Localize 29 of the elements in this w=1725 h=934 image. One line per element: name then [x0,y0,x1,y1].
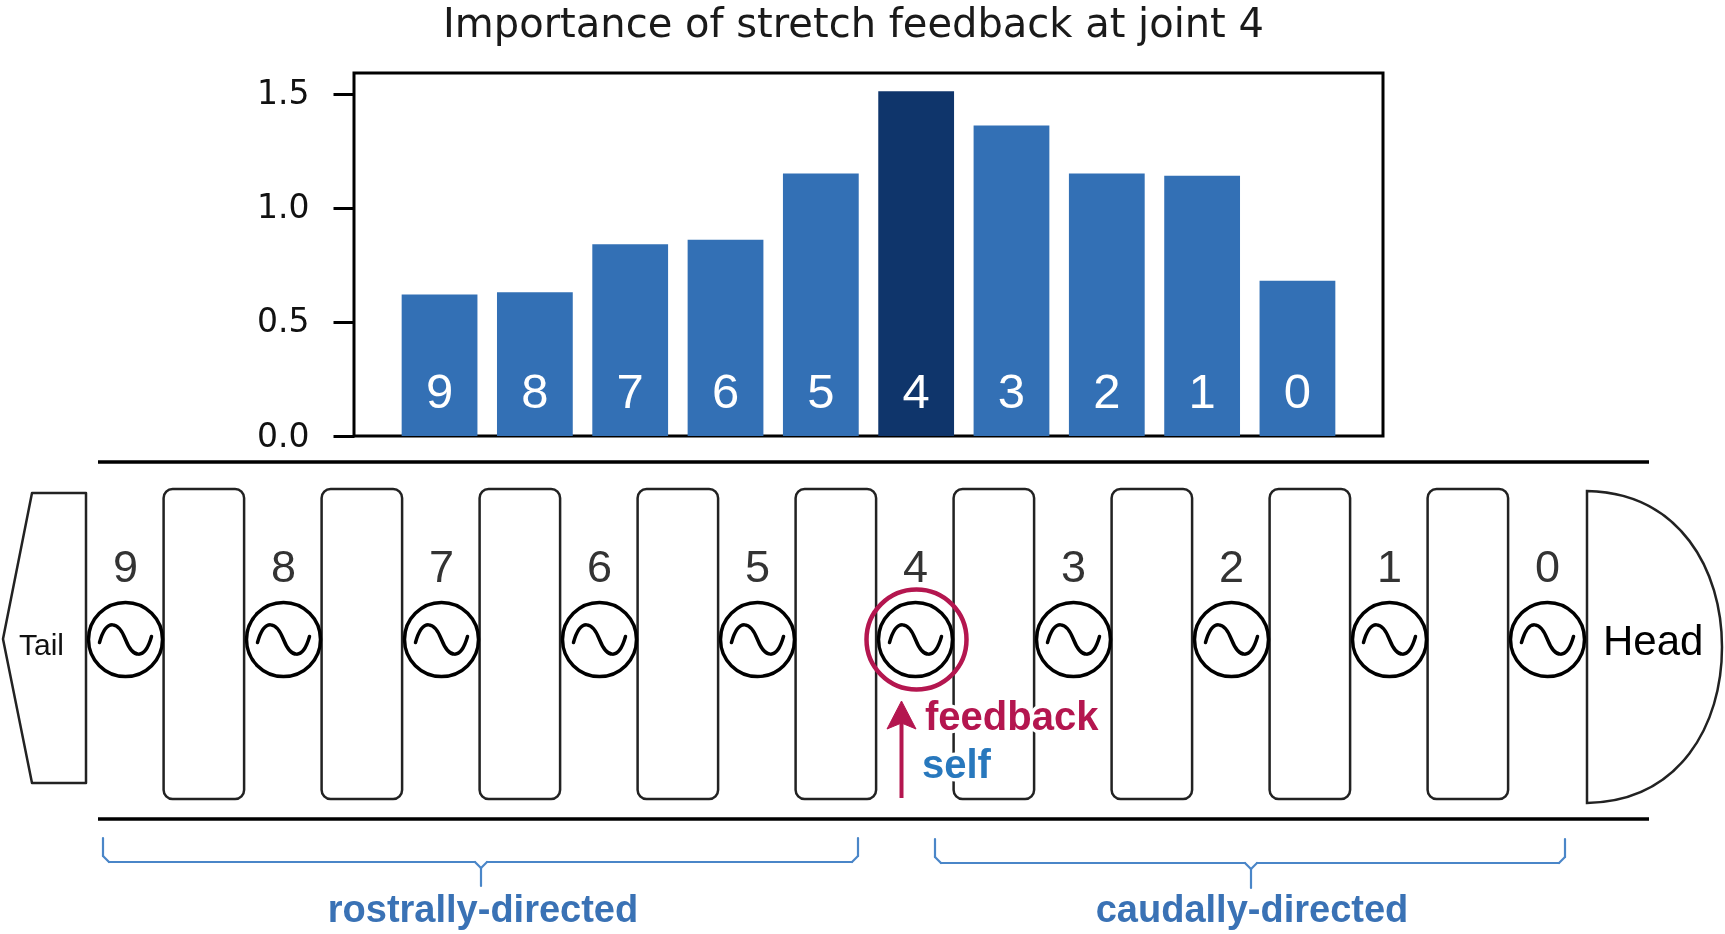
x-tick-label: 9 [425,363,454,418]
y-tick-label: 1.5 [257,73,310,113]
category-label: 9 [112,541,139,592]
text: Head [1603,617,1704,664]
category-label: 0 [1534,541,1561,592]
x-tick-label: 0 [1283,363,1312,418]
x-tick-label: 5 [807,363,835,418]
category-label: 3 [1060,541,1087,592]
x-tick-label: 6 [711,363,740,418]
category-label: 8 [270,541,297,592]
x-tick-label: 4 [902,363,930,418]
category-label: 4 [902,541,929,592]
text: Tail [19,628,65,661]
category-label: 6 [586,541,613,592]
text: rostrally-directed [327,888,639,930]
x-tick-label: 8 [521,363,549,418]
y-tick-label: 0.0 [257,415,310,455]
x-tick-label: 3 [997,363,1026,418]
x-tick-label: 7 [616,363,644,418]
category-label: 5 [744,541,771,592]
x-tick-label: 2 [1093,363,1121,418]
category-label: 1 [1376,541,1403,592]
y-tick-label: 0.5 [257,301,310,341]
text: caudally-directed [1095,888,1409,930]
category-label: 7 [428,541,455,592]
chart-title: Importance of stretch feedback at joint 4 [443,0,1264,46]
x-tick-label: 1 [1188,363,1216,418]
y-tick-label: 1.0 [257,187,310,227]
category-label: 2 [1218,541,1245,592]
